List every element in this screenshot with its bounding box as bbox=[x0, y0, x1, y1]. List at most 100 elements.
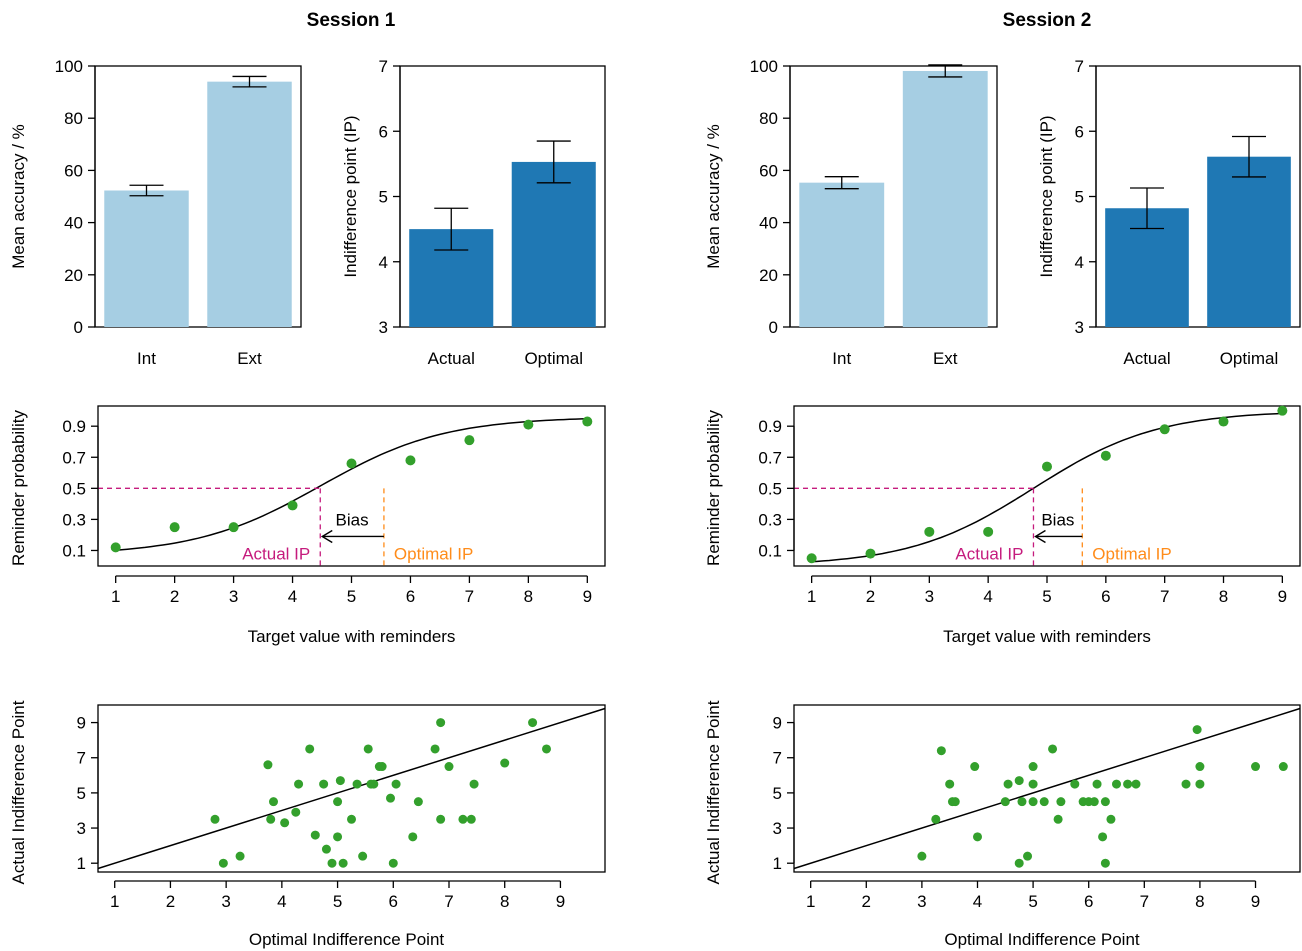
s1-reminder-data-point bbox=[582, 416, 593, 427]
s1-scatter-data-point bbox=[269, 797, 278, 807]
s2-scatter-data-point bbox=[1192, 725, 1202, 735]
s2-reminder-bias-label: Bias bbox=[1041, 510, 1074, 529]
s1-ip-category-label: Actual bbox=[428, 349, 475, 368]
s1-accuracy-y-tick-label: 80 bbox=[64, 109, 83, 128]
s1-scatter-y-tick-label: 5 bbox=[77, 784, 86, 803]
s2-reminder-frame bbox=[793, 405, 1301, 567]
s2-accuracy-category-label: Int bbox=[832, 349, 851, 368]
s2-scatter-data-point bbox=[1181, 779, 1191, 789]
s1-scatter-data-point bbox=[369, 779, 379, 789]
s1-scatter-data-point bbox=[500, 758, 510, 768]
s2-ip-y-tick-label: 6 bbox=[1075, 122, 1084, 141]
s2-scatter-y-tick-label: 5 bbox=[773, 784, 782, 803]
s2-scatter-data-point bbox=[1056, 797, 1066, 807]
s2-reminder-x-tick-label: 7 bbox=[1160, 587, 1169, 606]
s2-scatter-data-point bbox=[1048, 744, 1058, 754]
s2-scatter-data-point bbox=[950, 797, 960, 807]
s2-scatter-data-point bbox=[1092, 779, 1102, 789]
s2-scatter-data-point bbox=[1023, 851, 1033, 861]
s1-reminder-data-point bbox=[110, 542, 121, 553]
s2-reminder-y-tick-label: 0.7 bbox=[758, 448, 782, 467]
s1-reminder-x-tick-label: 1 bbox=[111, 587, 120, 606]
s1-scatter-x-tick-label: 5 bbox=[333, 892, 342, 911]
s1-accuracy-category-label: Int bbox=[137, 349, 156, 368]
s2-scatter-data-point bbox=[1251, 762, 1261, 772]
s2-scatter-data-point bbox=[1100, 797, 1110, 807]
s1-ip-y-tick-label: 3 bbox=[379, 318, 388, 337]
s2-reminder-x-tick-label: 2 bbox=[866, 587, 875, 606]
s2-reminder-data-point bbox=[865, 548, 876, 559]
s2-reminder-x-tick-label: 6 bbox=[1101, 587, 1110, 606]
s1-scatter-data-point bbox=[305, 744, 315, 754]
s1-scatter-x-label: Optimal Indifference Point bbox=[249, 930, 445, 949]
s1-scatter-y-tick-label: 3 bbox=[77, 819, 86, 838]
s1-scatter-data-point bbox=[321, 844, 331, 854]
s1-reminder-data-point bbox=[169, 522, 180, 533]
s2-reminder-optimal-ip-label: Optimal IP bbox=[1092, 545, 1171, 564]
s1-reminder-optimal-ip-label: Optimal IP bbox=[394, 545, 473, 564]
s2-scatter-y-tick-label: 3 bbox=[773, 819, 782, 838]
s1-ip-bar bbox=[511, 161, 596, 327]
s1-scatter-data-point bbox=[352, 779, 362, 789]
s2-reminder-y-tick-label: 0.9 bbox=[758, 417, 782, 436]
s1-reminder-data-point bbox=[346, 458, 357, 469]
s2-reminder-data-point bbox=[983, 526, 994, 537]
s1-accuracy-y-label: Mean accuracy / % bbox=[9, 124, 28, 269]
s2-ip-y-tick-label: 3 bbox=[1075, 318, 1084, 337]
s1-scatter-data-point bbox=[210, 814, 220, 824]
s1-reminder-data-point bbox=[228, 522, 239, 533]
s2-accuracy-bar bbox=[902, 70, 988, 328]
s2-accuracy-y-tick-label: 60 bbox=[759, 161, 778, 180]
s1-reminder-data-point bbox=[523, 419, 534, 430]
s2-scatter-data-point bbox=[1123, 779, 1133, 789]
s1-reminder-fit-curve bbox=[115, 417, 588, 551]
s1-scatter-data-point bbox=[469, 779, 479, 789]
s1-reminder-bias-label: Bias bbox=[336, 510, 369, 529]
s2-reminder-y-tick-label: 0.1 bbox=[758, 541, 782, 560]
s1-accuracy-bar bbox=[207, 81, 292, 327]
s1-ip-y-tick-label: 6 bbox=[379, 122, 388, 141]
s1-scatter-data-point bbox=[310, 830, 320, 840]
s1-reminder-y-tick-label: 0.3 bbox=[62, 510, 86, 529]
s1-reminder-x-tick-label: 4 bbox=[288, 587, 297, 606]
s2-ip-y-tick-label: 4 bbox=[1075, 253, 1084, 272]
s2-accuracy-y-tick-label: 0 bbox=[769, 318, 778, 337]
s2-ip-bar bbox=[1207, 156, 1291, 327]
s2-scatter-data-point bbox=[945, 779, 955, 789]
s1-scatter-data-point bbox=[235, 851, 245, 861]
s1-reminder-x-tick-label: 5 bbox=[347, 587, 356, 606]
s2-accuracy-y-tick-label: 100 bbox=[750, 57, 778, 76]
s2-scatter-data-point bbox=[1028, 779, 1038, 789]
s1-scatter-x-tick-label: 3 bbox=[221, 892, 230, 911]
s2-scatter-data-point bbox=[970, 762, 980, 772]
s2-reminder-fit-curve bbox=[811, 412, 1283, 563]
s2-scatter-data-point bbox=[936, 746, 946, 756]
s2-scatter-data-point bbox=[972, 832, 982, 842]
s1-scatter-identity-line bbox=[97, 707, 606, 870]
s1-scatter-data-point bbox=[386, 793, 395, 803]
s1-reminder-y-tick-label: 0.1 bbox=[62, 541, 86, 560]
s2-reminder-data-point bbox=[1277, 405, 1288, 416]
s2-accuracy-chart: Int Ext 0 20 40 60 80 100 Mean accuracy / % bbox=[704, 57, 998, 368]
s1-scatter-chart: 1 3 5 7 9 1 2 3 4 5 6 7 8 9 Optimal Indifference Point… bbox=[9, 700, 606, 949]
s1-scatter-data-point bbox=[444, 762, 454, 772]
s2-scatter-identity-line bbox=[793, 707, 1301, 870]
s1-scatter-x-tick-label: 4 bbox=[277, 892, 286, 911]
s1-scatter-data-point bbox=[338, 858, 348, 868]
s1-reminder-data-point bbox=[405, 455, 416, 466]
s1-scatter-y-tick-label: 1 bbox=[77, 854, 86, 873]
s2-scatter-x-tick-label: 9 bbox=[1251, 892, 1260, 911]
s1-scatter-data-point bbox=[266, 814, 276, 824]
s2-reminder-data-point bbox=[1042, 461, 1052, 472]
s1-scatter-data-point bbox=[458, 814, 468, 824]
s1-ip-y-label: Indifference point (IP) bbox=[341, 115, 360, 277]
s2-accuracy-category-label: Ext bbox=[933, 349, 958, 368]
s1-scatter-data-point bbox=[294, 779, 304, 789]
s1-reminder-y-tick-label: 0.7 bbox=[62, 448, 86, 467]
s1-reminder-y-label: Reminder probability bbox=[9, 410, 28, 566]
s2-reminder-x-tick-label: 8 bbox=[1219, 587, 1228, 606]
s1-scatter-data-point bbox=[333, 797, 343, 807]
s1-reminder-actual-ip-label: Actual IP bbox=[242, 545, 310, 564]
s1-scatter-data-point bbox=[319, 779, 329, 789]
